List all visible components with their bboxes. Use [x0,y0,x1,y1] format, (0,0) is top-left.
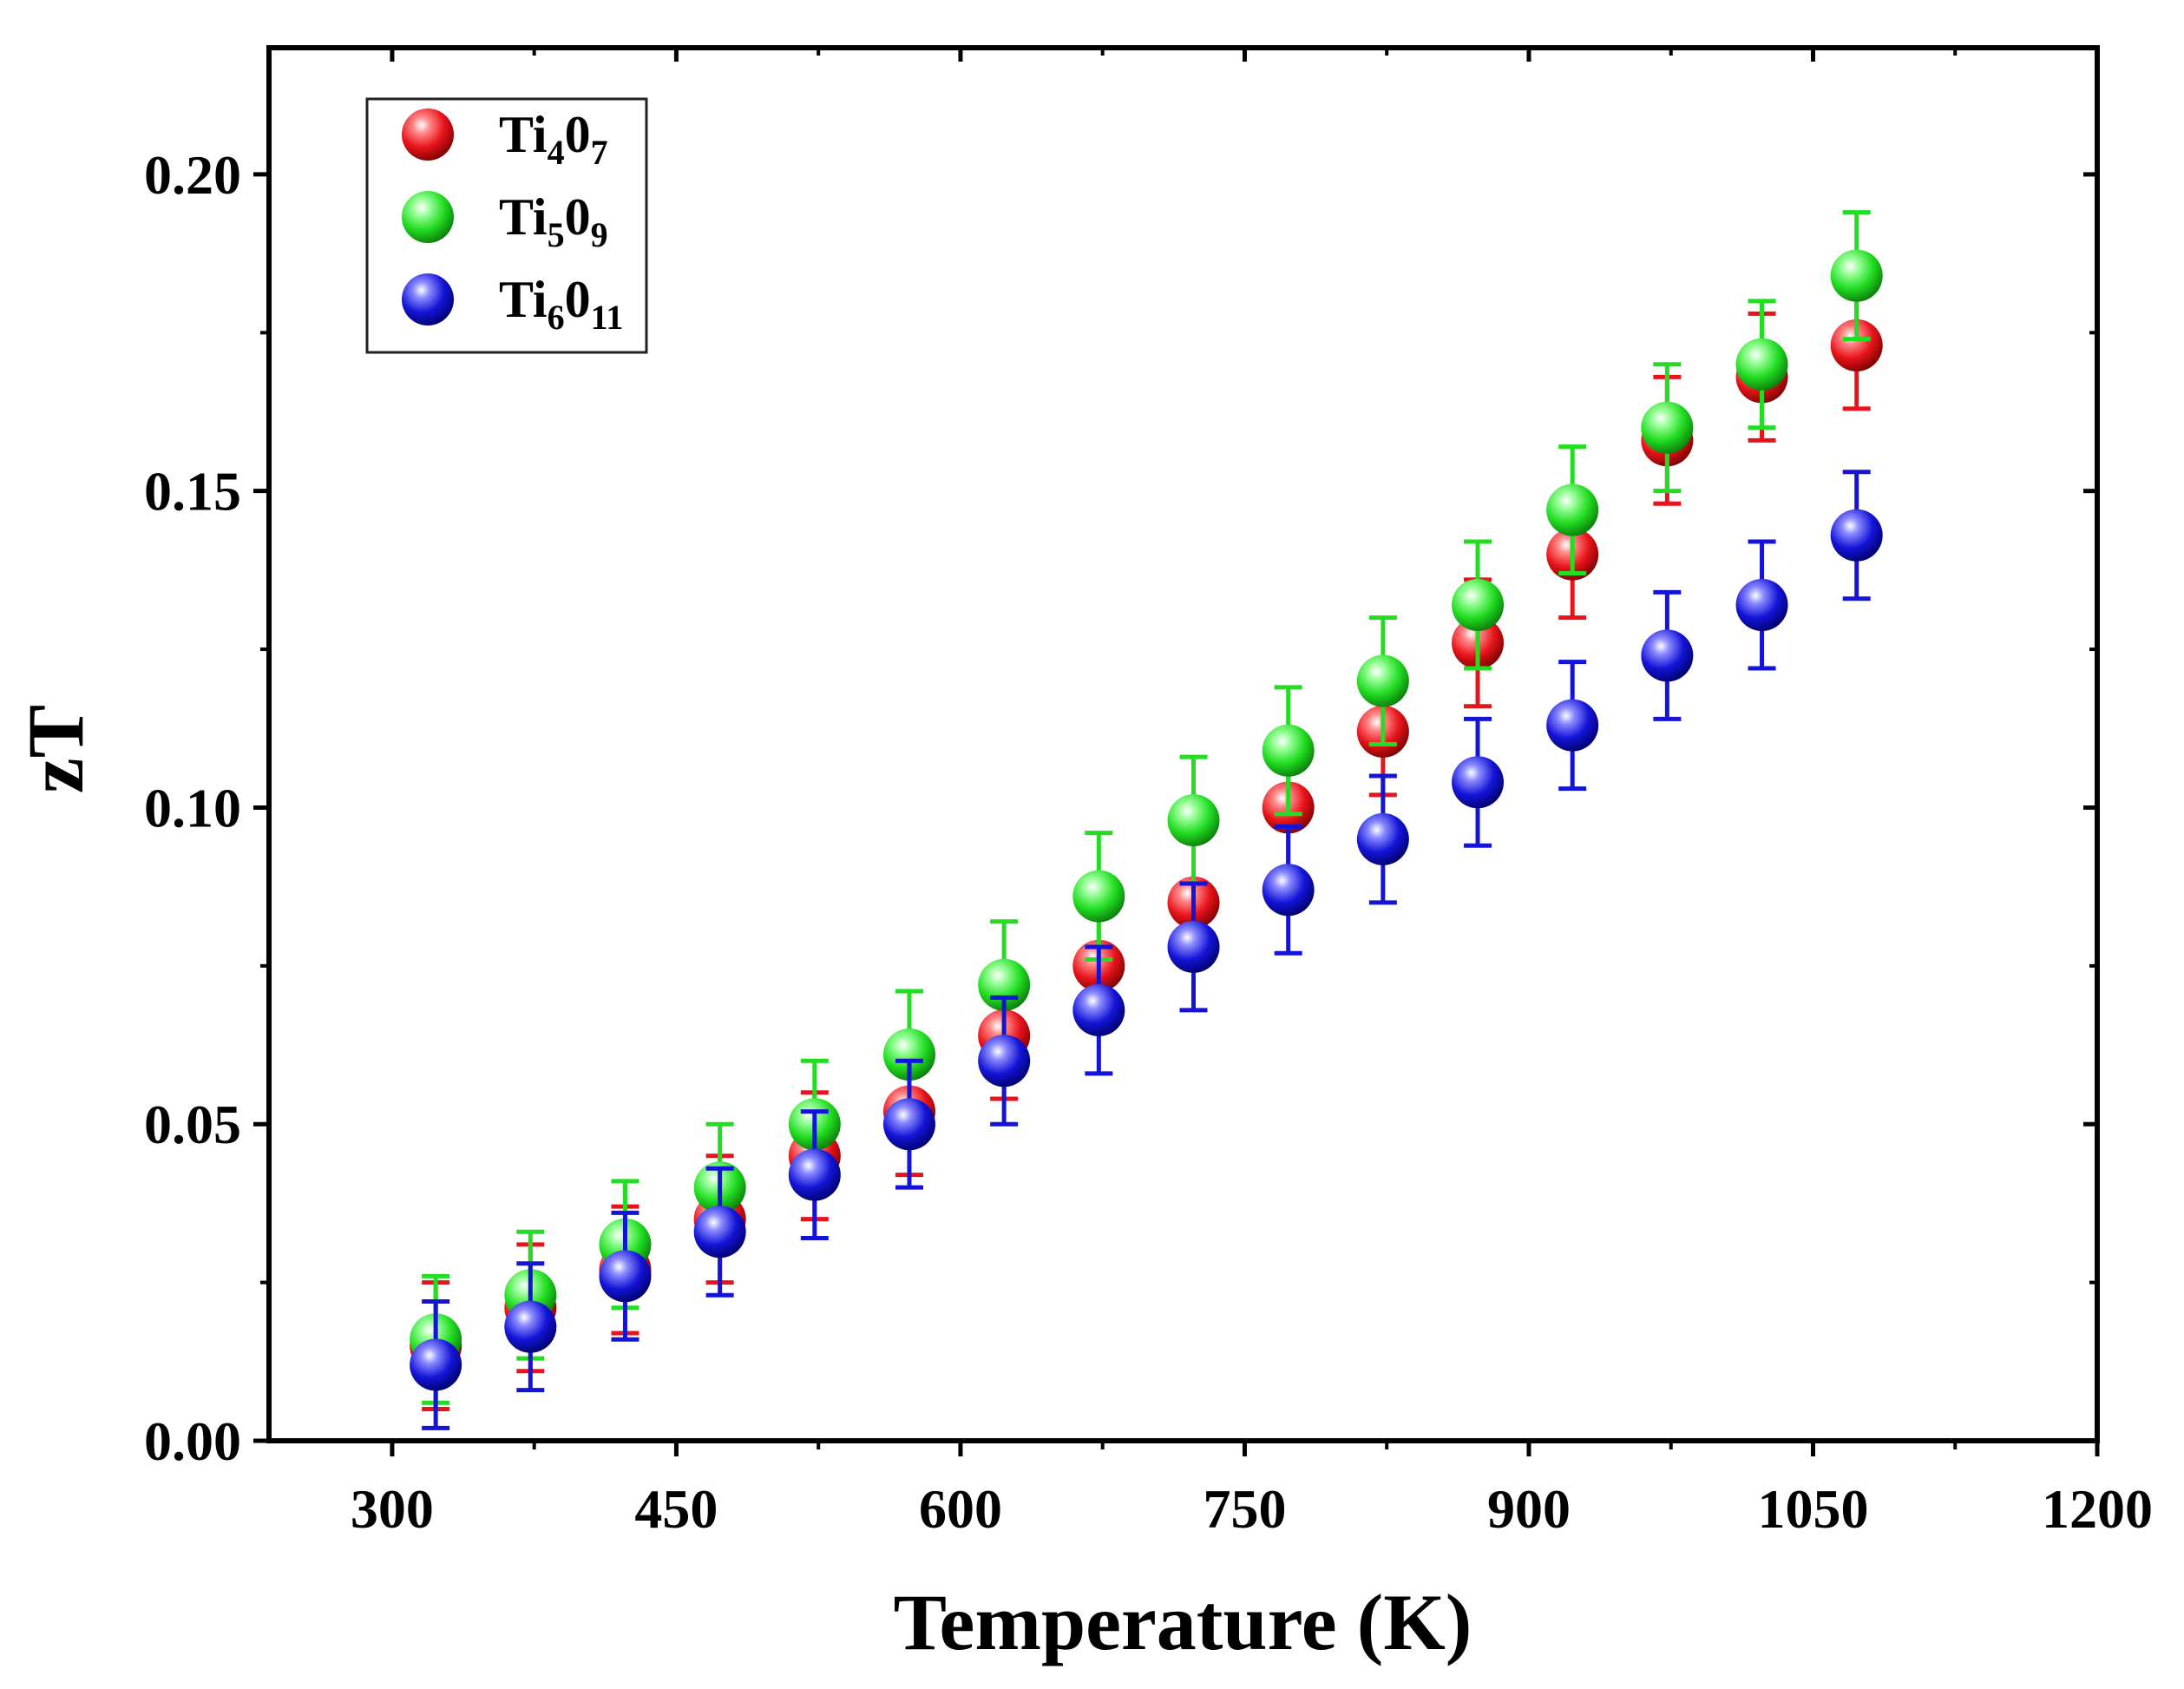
y-tick-label: 0.20 [144,144,241,206]
data-point [1072,983,1125,1036]
series-Ti6O11 [410,470,1883,1430]
legend-label-part: 5 [548,215,565,254]
x-tick-label: 1050 [1757,1478,1868,1540]
data-point [882,1028,935,1081]
data-point [1546,483,1599,536]
data-point [410,1338,462,1391]
data-point [1830,249,1883,302]
data-point [788,1148,841,1201]
legend-marker [402,108,454,161]
axes: 300 450 600 750 900 1050 12000.000.050.100.150… [144,45,2153,1540]
y-axis-title: zT [11,705,100,793]
legend-label-part: Ti [499,271,548,328]
data-point [1167,920,1220,973]
legend-marker [402,273,454,325]
x-tick-label: 1200 [2042,1478,2153,1540]
x-tick-label: 900 [1487,1478,1571,1540]
legend-label-part: 0 [565,271,591,328]
data-point [1262,864,1315,917]
x-tick-label: 750 [1203,1478,1286,1540]
legend-label-part: 11 [591,298,624,337]
data-point [1641,401,1694,454]
y-tick-label: 0.00 [144,1410,241,1472]
x-tick-label: 300 [351,1478,434,1540]
legend-label: Ti407 [499,106,608,172]
x-axis-title: Temperature (K) [894,1578,1472,1666]
y-tick-label: 0.05 [144,1094,241,1155]
legend-label: Ti509 [499,188,608,254]
data-point [1735,338,1788,391]
data-point [1262,724,1315,777]
data-point [1356,812,1409,865]
data-point [1452,579,1505,631]
data-point [882,1098,935,1151]
x-tick-label: 450 [634,1478,718,1540]
legend-label-part: 0 [565,188,591,246]
legend-label-part: Ti [499,106,548,163]
series-Ti5O9 [410,210,1883,1405]
data-point [504,1300,557,1353]
data-point [693,1206,746,1259]
data-point [978,1035,1031,1088]
data-point [599,1250,652,1303]
legend-label-part: 0 [565,106,591,163]
legend-marker [402,191,454,243]
legend-label-part: 4 [548,133,565,172]
y-tick-label: 0.10 [144,777,241,838]
legend-label-part: Ti [499,188,548,246]
plot-frame [266,45,2100,1443]
y-tick-label: 0.15 [144,461,241,522]
data-point [1641,629,1694,682]
data-point [1735,579,1788,631]
legend-label: Ti6011 [499,271,623,337]
data-point [1452,756,1505,809]
data-point [1546,699,1599,752]
legend-label-part: 9 [591,215,608,254]
data-marks [410,210,1883,1430]
data-point [1356,654,1409,707]
legend-label-part: 6 [548,298,565,337]
data-point [1830,319,1883,371]
data-point [1167,794,1220,847]
x-tick-label: 600 [919,1478,1002,1540]
data-point [1072,870,1125,923]
data-point [1830,509,1883,562]
legend-label-part: 7 [591,133,608,172]
